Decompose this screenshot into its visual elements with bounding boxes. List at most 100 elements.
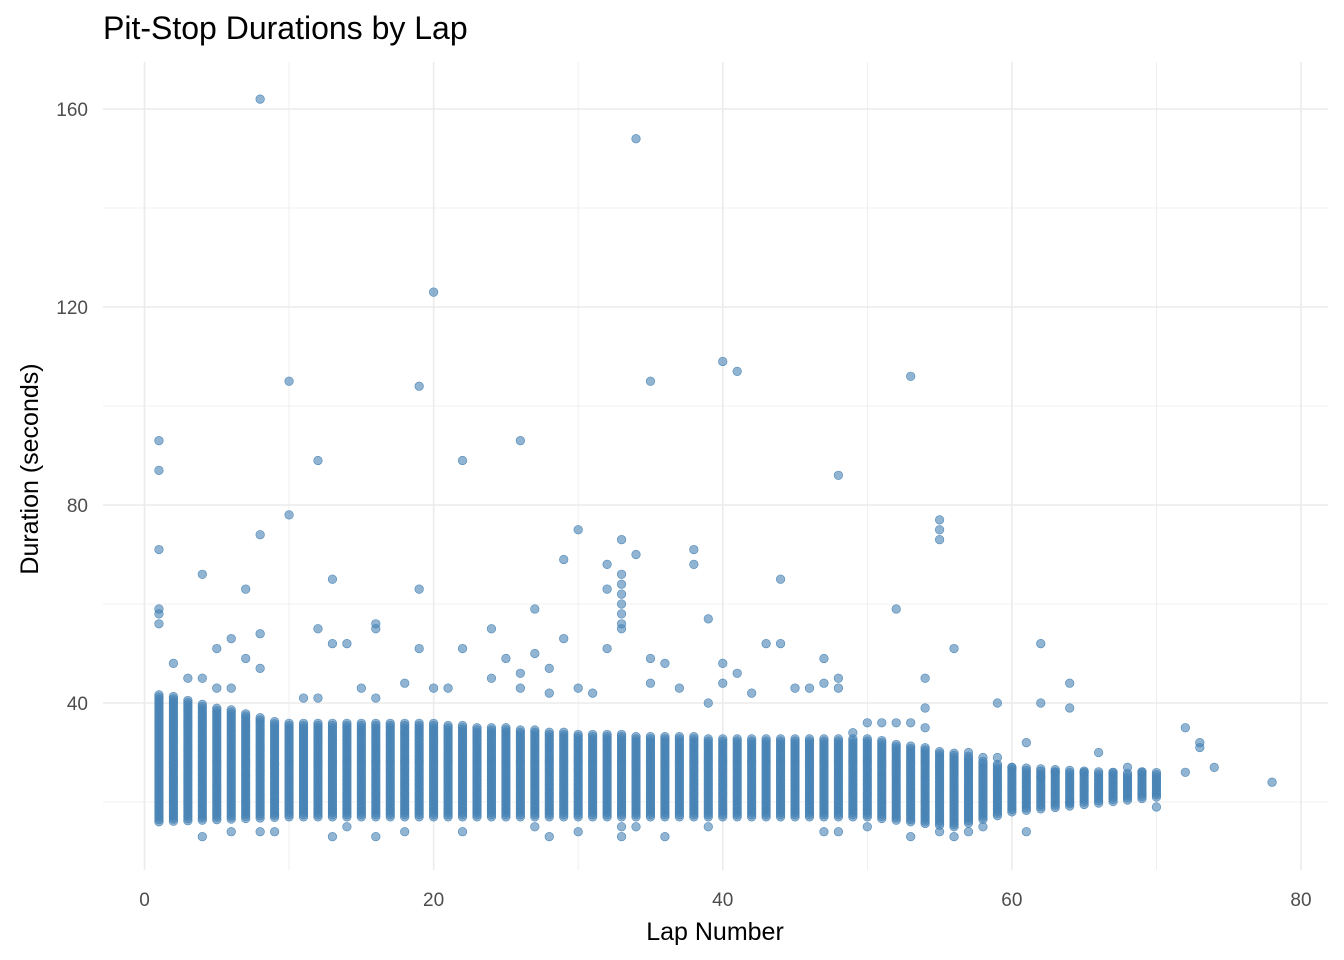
data-point bbox=[154, 690, 164, 700]
data-point bbox=[168, 658, 179, 669]
data-point bbox=[255, 827, 265, 837]
data-point bbox=[457, 827, 468, 837]
data-point bbox=[486, 723, 497, 733]
x-tick-label: 80 bbox=[1290, 890, 1311, 911]
data-point bbox=[284, 718, 294, 728]
data-point bbox=[631, 732, 641, 742]
data-point bbox=[327, 638, 338, 649]
data-point bbox=[501, 723, 511, 733]
data-point bbox=[457, 643, 468, 654]
data-point bbox=[718, 678, 728, 688]
data-point bbox=[616, 624, 627, 634]
data-point bbox=[1036, 772, 1046, 782]
data-point bbox=[674, 732, 684, 742]
data-point bbox=[703, 734, 713, 744]
data-point bbox=[515, 725, 525, 735]
data-point bbox=[168, 691, 179, 702]
data-point bbox=[631, 134, 641, 144]
data-point bbox=[732, 668, 742, 678]
x-tick-label: 0 bbox=[139, 890, 150, 911]
data-point bbox=[992, 698, 1003, 708]
y-tick-label: 80 bbox=[67, 496, 88, 517]
data-point bbox=[559, 727, 569, 737]
data-point bbox=[934, 515, 945, 525]
data-point bbox=[515, 668, 525, 678]
data-point bbox=[226, 683, 236, 693]
data-point bbox=[429, 287, 439, 297]
data-point bbox=[804, 734, 815, 744]
data-point bbox=[775, 734, 786, 744]
data-point bbox=[891, 739, 901, 750]
data-point bbox=[530, 604, 540, 614]
data-point bbox=[212, 683, 222, 693]
data-point bbox=[183, 673, 193, 683]
data-point bbox=[833, 734, 844, 744]
data-point bbox=[920, 703, 930, 713]
data-point bbox=[544, 832, 554, 842]
data-point bbox=[631, 822, 641, 832]
data-point bbox=[1065, 797, 1075, 807]
data-point bbox=[313, 455, 323, 466]
data-point bbox=[154, 436, 164, 446]
data-point bbox=[371, 832, 381, 842]
data-point bbox=[920, 723, 930, 733]
data-point bbox=[255, 530, 265, 540]
data-point bbox=[1036, 638, 1046, 649]
data-point bbox=[559, 634, 569, 644]
data-point bbox=[602, 643, 612, 654]
data-point bbox=[588, 729, 598, 740]
data-point bbox=[255, 629, 265, 639]
data-point bbox=[819, 734, 829, 744]
data-point bbox=[284, 510, 294, 520]
data-point bbox=[154, 609, 164, 619]
data-point bbox=[544, 663, 554, 673]
data-point bbox=[616, 535, 627, 545]
data-point bbox=[891, 718, 901, 728]
data-point bbox=[645, 376, 656, 386]
data-point bbox=[1036, 764, 1046, 774]
data-point bbox=[1180, 723, 1190, 733]
data-point bbox=[1137, 767, 1147, 777]
data-point bbox=[761, 734, 771, 744]
data-point bbox=[212, 643, 222, 654]
data-point bbox=[978, 752, 988, 763]
data-point bbox=[718, 658, 728, 669]
data-point bbox=[1122, 762, 1133, 772]
data-point bbox=[703, 614, 713, 624]
data-point bbox=[429, 718, 439, 728]
data-point bbox=[515, 683, 525, 693]
data-point bbox=[862, 734, 872, 744]
data-point bbox=[400, 718, 410, 728]
data-point bbox=[486, 624, 497, 634]
data-point bbox=[833, 683, 844, 693]
data-point bbox=[1007, 762, 1017, 772]
data-point bbox=[356, 683, 366, 693]
data-point bbox=[1050, 767, 1060, 777]
data-point bbox=[530, 822, 540, 832]
data-point bbox=[457, 455, 468, 466]
data-point bbox=[559, 554, 569, 565]
data-point bbox=[674, 683, 684, 693]
data-point bbox=[703, 822, 713, 832]
data-point bbox=[1021, 737, 1031, 748]
data-point bbox=[197, 673, 207, 683]
data-point bbox=[530, 725, 540, 735]
data-point bbox=[833, 673, 844, 683]
data-point bbox=[949, 832, 959, 842]
data-point bbox=[197, 569, 207, 579]
data-point bbox=[226, 705, 236, 715]
data-point bbox=[602, 584, 612, 594]
data-point bbox=[501, 653, 511, 664]
data-point bbox=[819, 678, 829, 688]
data-point bbox=[616, 579, 627, 589]
data-point bbox=[804, 683, 815, 693]
data-point bbox=[1151, 767, 1162, 778]
data-point bbox=[1065, 678, 1075, 688]
data-point bbox=[862, 718, 872, 728]
data-point bbox=[573, 827, 583, 837]
data-point bbox=[414, 584, 424, 594]
data-point bbox=[1180, 767, 1190, 777]
data-point bbox=[327, 832, 338, 842]
data-point bbox=[978, 822, 988, 832]
data-point bbox=[934, 827, 945, 837]
